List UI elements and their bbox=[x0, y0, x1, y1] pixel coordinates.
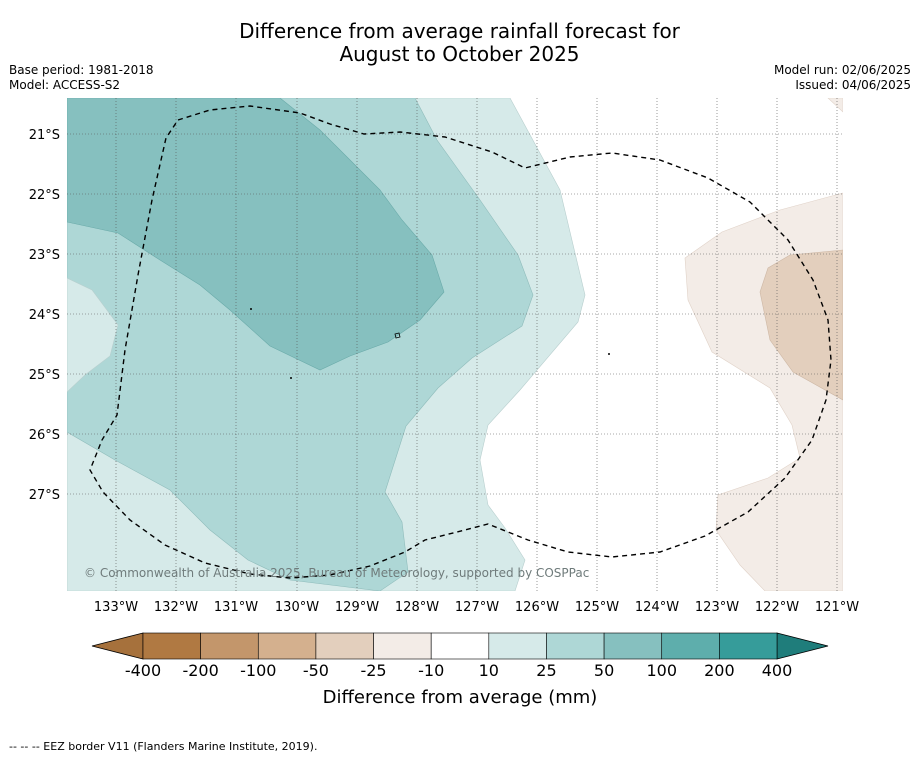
longitude-label: 128°W bbox=[395, 600, 439, 615]
longitude-label: 127°W bbox=[455, 600, 499, 615]
latitude-label: 27°S bbox=[29, 488, 60, 503]
colorbar-tick-label: 400 bbox=[762, 661, 793, 680]
latitude-label: 21°S bbox=[29, 128, 60, 143]
colorbar: -400 -200 -100 -50 -25 -10 10 25 50 100 200 400 bbox=[91, 632, 829, 680]
latitude-label: 26°S bbox=[29, 428, 60, 443]
colorbar-high-extend bbox=[776, 632, 829, 660]
longitude-label: 122°W bbox=[755, 600, 799, 615]
forecast-map: © Commonwealth of Australia 2025, Bureau… bbox=[29, 98, 859, 708]
map-area bbox=[67, 98, 843, 591]
longitude-label: 129°W bbox=[335, 600, 379, 615]
latitude-labels: 21°S 22°S 23°S 24°S 25°S 26°S 27°S bbox=[29, 128, 60, 503]
colorbar-tick-label: 50 bbox=[594, 661, 614, 680]
colorbar-cell bbox=[200, 632, 259, 660]
longitude-label: 123°W bbox=[695, 600, 739, 615]
colorbar-tick-label: -200 bbox=[182, 661, 218, 680]
latitude-label: 24°S bbox=[29, 308, 60, 323]
title-line-1: Difference from average rainfall forecas… bbox=[239, 19, 680, 43]
colorbar-cell bbox=[142, 632, 201, 660]
colorbar-cell bbox=[719, 632, 778, 660]
longitude-label: 121°W bbox=[815, 600, 859, 615]
title-line-2: August to October 2025 bbox=[339, 42, 580, 66]
colorbar-cell bbox=[430, 632, 490, 660]
contour-dry-25-50 bbox=[759, 249, 843, 401]
model-run: Model run: 02/06/2025 bbox=[773, 63, 911, 77]
latitude-label: 25°S bbox=[29, 368, 60, 383]
island-4 bbox=[608, 353, 610, 355]
contour-10-25-west bbox=[67, 277, 119, 393]
island-3 bbox=[290, 377, 292, 379]
longitude-label: 131°W bbox=[214, 600, 258, 615]
island-1 bbox=[394, 332, 401, 339]
colorbar-cell bbox=[546, 632, 605, 660]
longitude-labels: 133°W 132°W 131°W 130°W 129°W 128°W 127°W 126°W… bbox=[94, 600, 859, 615]
colorbar-tick-label: -25 bbox=[360, 661, 386, 680]
colorbar-label: Difference from average (mm) bbox=[323, 687, 598, 708]
colorbar-tick-label: 10 bbox=[479, 661, 499, 680]
colorbar-tick-label: -10 bbox=[418, 661, 444, 680]
colorbar-tick-label: 200 bbox=[704, 661, 735, 680]
colorbar-cell bbox=[661, 632, 720, 660]
colorbar-cell bbox=[257, 632, 317, 660]
colorbar-tick-label: -400 bbox=[125, 661, 161, 680]
copyright-text: © Commonwealth of Australia 2025, Bureau… bbox=[84, 566, 589, 580]
base-period: Base period: 1981-2018 bbox=[9, 63, 154, 77]
longitude-label: 125°W bbox=[575, 600, 619, 615]
eez-legend-note: -- -- -- EEZ border V11 (Flanders Marine… bbox=[9, 740, 318, 753]
model-name: Model: ACCESS-S2 bbox=[9, 78, 121, 92]
colorbar-cell bbox=[603, 632, 663, 660]
colorbar-cell bbox=[373, 632, 432, 660]
longitude-label: 126°W bbox=[515, 600, 559, 615]
longitude-label: 133°W bbox=[94, 600, 138, 615]
colorbar-cell bbox=[488, 632, 547, 660]
latitude-label: 23°S bbox=[29, 248, 60, 263]
graticule bbox=[67, 98, 843, 591]
colorbar-tick-label: 100 bbox=[646, 661, 677, 680]
contour-dry-corner bbox=[827, 98, 843, 113]
colorbar-tick-label: -50 bbox=[303, 661, 329, 680]
longitude-label: 132°W bbox=[154, 600, 198, 615]
longitude-label: 130°W bbox=[275, 600, 319, 615]
colorbar-low-extend bbox=[91, 632, 144, 660]
issued-date: Issued: 04/06/2025 bbox=[795, 78, 911, 92]
latitude-label: 22°S bbox=[29, 188, 60, 203]
island-2 bbox=[250, 308, 252, 310]
longitude-label: 124°W bbox=[635, 600, 679, 615]
colorbar-tick-label: 25 bbox=[536, 661, 556, 680]
eez-border bbox=[89, 105, 832, 579]
contour-50-100 bbox=[67, 98, 445, 371]
colorbar-cell bbox=[315, 632, 374, 660]
colorbar-tick-label: -100 bbox=[240, 661, 276, 680]
